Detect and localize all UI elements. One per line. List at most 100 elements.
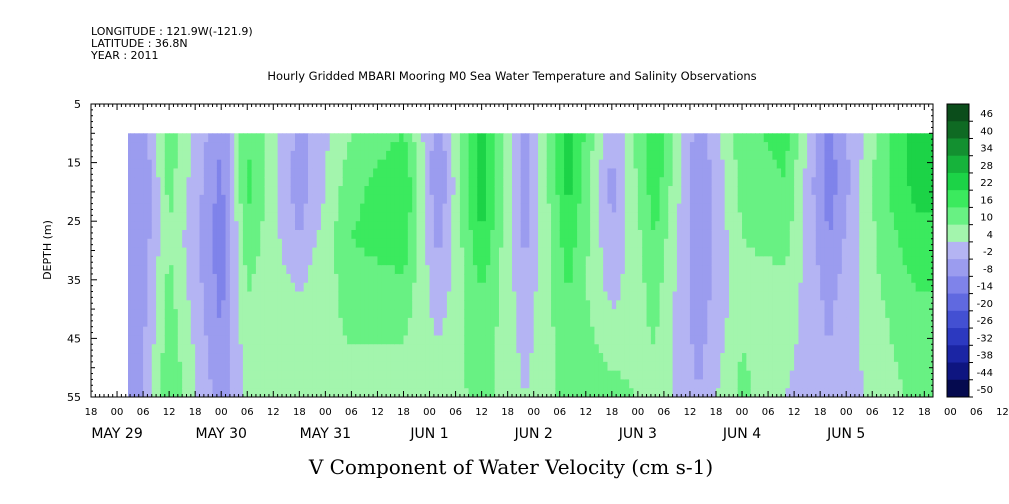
- heatmap-cell: [425, 238, 431, 249]
- heatmap-cell: [529, 150, 535, 161]
- heatmap-cell: [828, 317, 834, 328]
- heatmap-cell: [685, 361, 691, 372]
- heatmap-cell: [629, 159, 635, 170]
- heatmap-cell: [238, 212, 244, 222]
- heatmap-cell: [416, 273, 422, 284]
- heatmap-cell: [381, 291, 387, 301]
- heatmap-cell: [542, 309, 548, 319]
- heatmap-cell: [281, 221, 287, 231]
- heatmap-cell: [442, 370, 448, 381]
- heatmap-cell: [620, 186, 626, 196]
- heatmap-cell: [598, 300, 604, 310]
- heatmap-cell: [650, 247, 656, 257]
- heatmap-cell: [360, 168, 366, 178]
- heatmap-cell: [429, 203, 435, 214]
- heatmap-cell: [824, 388, 830, 397]
- heatmap-cell: [711, 265, 717, 275]
- heatmap-cell: [238, 265, 244, 275]
- heatmap-cell: [668, 221, 674, 231]
- heatmap-cell: [702, 142, 708, 152]
- heatmap-cell: [303, 212, 309, 222]
- heatmap-cell: [559, 168, 565, 178]
- heatmap-cell: [507, 186, 513, 196]
- heatmap-cell: [603, 282, 609, 293]
- heatmap-cell: [347, 194, 353, 205]
- heatmap-cell: [299, 256, 305, 266]
- heatmap-cell: [663, 229, 669, 240]
- heatmap-cell: [312, 361, 318, 372]
- heatmap-cell: [468, 353, 474, 363]
- heatmap-cell: [364, 273, 370, 284]
- heatmap-cell: [529, 370, 535, 381]
- heatmap-cell: [841, 159, 847, 170]
- heatmap-cell: [759, 150, 765, 161]
- heatmap-cell: [360, 238, 366, 249]
- heatmap-cell: [425, 353, 431, 363]
- heatmap-cell: [242, 150, 248, 161]
- heatmap-cell: [377, 335, 383, 345]
- heatmap-cell: [737, 229, 743, 240]
- heatmap-cell: [772, 344, 778, 354]
- heatmap-cell: [247, 335, 253, 345]
- heatmap-cell: [390, 186, 396, 196]
- heatmap-cell: [833, 203, 839, 214]
- heatmap-cell: [759, 203, 765, 214]
- heatmap-cell: [585, 221, 591, 231]
- heatmap-cell: [807, 300, 813, 310]
- heatmap-cell: [128, 388, 131, 397]
- heatmap-cell: [481, 273, 487, 284]
- heatmap-cell: [381, 282, 387, 293]
- heatmap-cell: [681, 291, 687, 301]
- heatmap-cell: [642, 221, 648, 231]
- heatmap-cell: [685, 221, 691, 231]
- heatmap-cell: [459, 317, 465, 328]
- heatmap-cell: [186, 212, 192, 222]
- heatmap-cell: [824, 247, 830, 257]
- heatmap-cell: [811, 282, 817, 293]
- heatmap-cell: [472, 388, 478, 397]
- heatmap-cell: [312, 265, 318, 275]
- heatmap-cell: [386, 361, 392, 372]
- heatmap-cell: [781, 256, 787, 266]
- heatmap-cell: [811, 326, 817, 337]
- heatmap-cell: [520, 361, 526, 372]
- heatmap-cell: [416, 194, 422, 205]
- heatmap-cell: [438, 344, 444, 354]
- heatmap-cell: [255, 256, 261, 266]
- heatmap-cell: [225, 133, 231, 143]
- heatmap-cell: [273, 379, 279, 389]
- heatmap-cell: [494, 361, 500, 372]
- heatmap-cell: [164, 317, 170, 328]
- heatmap-cell: [668, 142, 674, 152]
- heatmap-cell: [190, 317, 196, 328]
- heatmap-cell: [477, 256, 483, 266]
- heatmap-cell: [203, 273, 209, 284]
- heatmap-cell: [820, 168, 826, 178]
- heatmap-cell: [637, 238, 643, 249]
- heatmap-cell: [828, 194, 834, 205]
- heatmap-cell: [321, 150, 326, 161]
- heatmap-cell: [772, 229, 778, 240]
- heatmap-cell: [416, 344, 422, 354]
- heatmap-cell: [164, 291, 170, 301]
- heatmap-cell: [720, 309, 726, 319]
- heatmap-cell: [334, 194, 339, 205]
- heatmap-cell: [281, 326, 287, 337]
- heatmap-cell: [386, 194, 392, 205]
- heatmap-cell: [529, 256, 535, 266]
- heatmap-cell: [498, 212, 504, 222]
- heatmap-cell: [828, 326, 834, 337]
- heatmap-cell: [507, 335, 513, 345]
- heatmap-cell: [138, 150, 144, 161]
- heatmap-cell: [360, 370, 366, 381]
- heatmap-cell: [468, 317, 474, 328]
- heatmap-cell: [538, 150, 543, 161]
- heatmap-cell: [533, 238, 539, 249]
- heatmap-cell: [268, 238, 274, 249]
- heatmap-cell: [394, 133, 400, 143]
- heatmap-cell: [338, 291, 344, 301]
- heatmap-cell: [334, 361, 339, 372]
- heatmap-cell: [338, 379, 344, 389]
- heatmap-cell: [433, 282, 439, 293]
- heatmap-cell: [837, 159, 843, 170]
